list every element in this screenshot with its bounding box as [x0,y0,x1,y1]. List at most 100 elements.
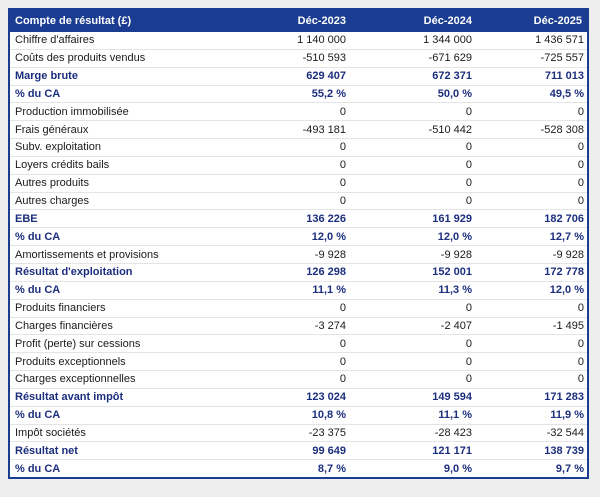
table-row: Impôt sociétés -23 375 -28 423 -32 544 [10,423,587,442]
row-value: -493 181 [302,123,346,136]
row-label: % du CA [15,462,61,475]
row-value: -28 423 [434,426,472,439]
row-value: 0 [339,337,346,350]
row-value: 50,0 % [437,87,472,100]
table-header: Compte de résultat (£) Déc-2023 Déc-2024… [10,10,587,32]
table-row: Charges exceptionnelles 0 0 0 [10,370,587,388]
row-value: 0 [465,355,472,368]
row-value: 0 [577,302,584,315]
row-value: 8,7 % [317,462,346,475]
row-value: 0 [465,177,472,190]
table-row: Profit (perte) sur cessions 0 0 0 [10,334,587,352]
table-row: Frais généraux -493 181 -510 442 -528 308 [10,120,587,138]
row-value: 0 [577,105,584,118]
row-label: % du CA [15,87,61,100]
table-row: % du CA 11,1 % 11,3 % 12,0 % [10,280,587,299]
table-row: Résultat avant impôt 123 024 149 594 171 28… [10,387,587,406]
row-value: 0 [465,141,472,154]
row-label: Autres produits [15,177,89,190]
row-value: 9,0 % [443,462,472,475]
row-value: 0 [577,159,584,172]
table-row: % du CA 12,0 % 12,0 % 12,7 % [10,227,587,245]
row-value: -725 557 [540,52,584,65]
row-value: 161 929 [432,212,472,225]
row-value: 1 140 000 [297,34,346,47]
row-value: 138 739 [544,444,584,457]
row-value: 0 [465,105,472,118]
row-label: Amortissements et provisions [15,248,159,261]
row-value: -528 308 [540,123,584,136]
row-label: Produits exceptionnels [15,355,126,368]
row-label: Résultat d'exploitation [15,266,133,279]
row-label: % du CA [15,284,61,297]
row-label: Frais généraux [15,123,89,136]
row-label: % du CA [15,409,61,422]
header-col-dec-2024: Déc-2024 [423,15,472,27]
row-value: 149 594 [432,391,472,404]
row-value: -1 495 [552,319,584,332]
row-label: Produits financiers [15,302,106,315]
row-label: Impôt sociétés [15,426,86,439]
row-value: 1 436 571 [535,34,584,47]
row-label: Coûts des produits vendus [15,52,146,65]
row-value: 0 [465,302,472,315]
row-value: -32 544 [546,426,584,439]
row-label: EBE [15,212,38,225]
row-value: 0 [577,177,584,190]
row-value: 0 [339,159,346,172]
row-label: Profit (perte) sur cessions [15,337,141,350]
table-row: EBE 136 226 161 929 182 706 [10,209,587,227]
table-row: Loyers crédits bails 0 0 0 [10,155,587,174]
row-value: -9 928 [314,248,346,261]
row-value: 55,2 % [311,87,346,100]
row-value: 182 706 [544,212,584,225]
row-value: 12,0 % [437,230,472,243]
row-value: -510 442 [428,123,472,136]
row-value: 0 [577,337,584,350]
row-value: -671 629 [428,52,472,65]
row-value: 12,0 % [549,284,584,297]
row-value: 11,3 % [438,284,472,297]
table-row: Résultat net 99 649 121 171 138 739 [10,441,587,459]
row-value: 0 [465,195,472,208]
row-value: 9,7 % [555,462,584,475]
row-value: 0 [339,195,346,208]
row-value: 0 [465,373,472,386]
row-value: 11,9 % [550,409,584,422]
row-label: Autres charges [15,195,89,208]
row-value: -2 407 [440,319,472,332]
row-value: 0 [465,337,472,350]
row-value: 0 [339,177,346,190]
row-value: 672 371 [432,70,472,83]
table-row: % du CA 55,2 % 50,0 % 49,5 % [10,84,587,103]
table-body: Chiffre d'affaires 1 140 000 1 344 000 1 43… [10,32,587,477]
row-value: 0 [577,195,584,208]
row-value: -23 375 [308,426,346,439]
row-value: 0 [465,159,472,172]
row-value: 711 013 [544,70,584,83]
table-row: Chiffre d'affaires 1 140 000 1 344 000 1 43… [10,32,587,49]
row-value: 0 [577,373,584,386]
row-value: 99 649 [312,444,346,457]
row-label: Production immobilisée [15,105,129,118]
row-value: 0 [339,355,346,368]
row-value: -3 274 [314,319,346,332]
table-row: % du CA 8,7 % 9,0 % 9,7 % [10,459,587,477]
row-value: 0 [339,141,346,154]
row-label: Charges exceptionnelles [15,373,136,386]
table-row: Production immobilisée 0 0 0 [10,102,587,120]
table-row: Produits financiers 0 0 0 [10,298,587,317]
row-label: Résultat avant impôt [15,391,124,404]
row-value: -9 928 [552,248,584,261]
row-value: 0 [577,355,584,368]
table-row: Produits exceptionnels 0 0 0 [10,352,587,370]
table-row: Subv. exploitation 0 0 0 [10,138,587,156]
row-value: 0 [339,373,346,386]
row-value: 0 [339,302,346,315]
row-value: -510 593 [302,52,346,65]
table-row: Résultat d'exploitation 126 298 152 001 172… [10,262,587,281]
table-row: Amortissements et provisions -9 928 -9 928… [10,245,587,263]
table-row: Autres charges 0 0 0 [10,191,587,210]
row-value: 171 283 [544,391,584,404]
table-row: Charges financières -3 274 -2 407 -1 495 [10,316,587,335]
